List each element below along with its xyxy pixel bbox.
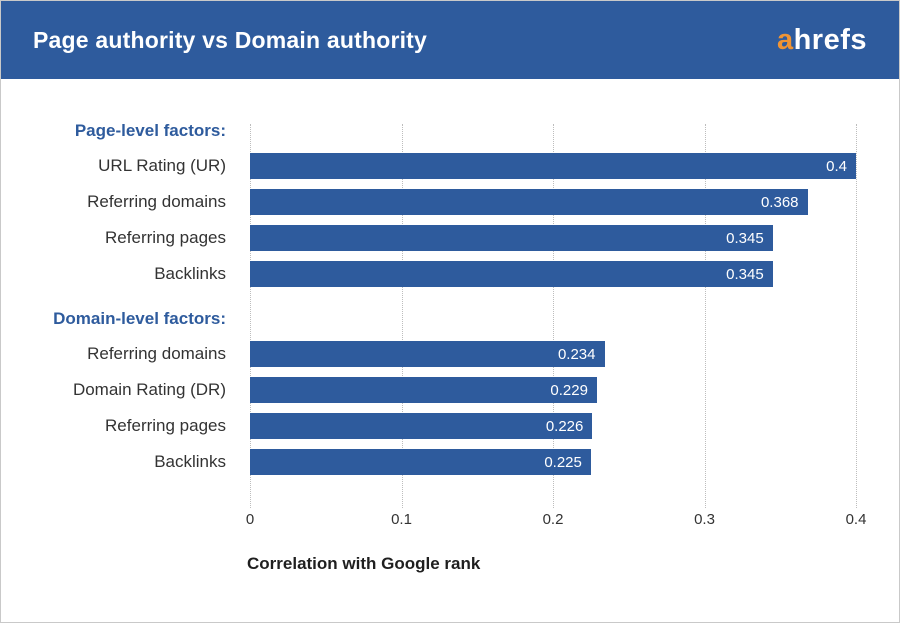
category-label: URL Rating (UR): [98, 156, 226, 175]
x-tick-label: 0.4: [845, 511, 867, 528]
x-tick-label: 0: [245, 511, 255, 528]
bar-track: 0.234: [250, 341, 856, 367]
bar-value-label: 0.345: [726, 265, 764, 283]
bar-track: 0.225: [250, 449, 856, 475]
x-tick-label: 0.3: [694, 511, 715, 528]
bar-row: Referring domains 0.234: [1, 341, 856, 367]
bar: 0.345: [250, 225, 773, 251]
category-label: Referring pages: [105, 416, 226, 435]
bar-row: Referring pages 0.345: [1, 225, 856, 251]
bar: 0.234: [250, 341, 605, 367]
bar-value-label: 0.234: [557, 345, 596, 363]
category-label: Domain Rating (DR): [72, 380, 226, 399]
gridline: [856, 124, 857, 508]
chart-rows: Page-level factors: URL Rating (UR) 0.4 Ref…: [1, 120, 856, 485]
bar-track: 0.368: [250, 189, 856, 215]
page-title: Page authority vs Domain authority: [33, 26, 428, 53]
logo-rest: hrefs: [793, 23, 867, 56]
bar-track: 0.4: [250, 153, 856, 179]
bar: 0.226: [250, 413, 593, 439]
category-label: Referring pages: [105, 228, 226, 247]
bar-value-label: 0.345: [726, 229, 764, 247]
x-tick-label: 0.2: [542, 511, 564, 528]
bar: 0.368: [250, 189, 808, 215]
x-axis-title: Correlation with Google rank: [247, 554, 481, 573]
bar-value-label: 0.4: [826, 157, 847, 175]
bar-row: Domain Rating (DR) 0.229: [1, 377, 856, 403]
bar-value-label: 0.229: [550, 381, 588, 399]
bar-track: 0.229: [250, 377, 856, 403]
bar-value-label: 0.225: [544, 453, 582, 471]
bar-row: Backlinks 0.225: [1, 449, 856, 475]
category-label: Backlinks: [154, 264, 226, 283]
x-axis-ticks: 0 0.1 0.2 0.3 0.4: [246, 511, 867, 531]
bar-track: 0.345: [250, 261, 856, 287]
category-label: Referring domains: [87, 344, 226, 363]
category-label: Backlinks: [154, 452, 226, 471]
bar-track: 0.226: [250, 413, 856, 439]
bar-row: Referring pages 0.226: [1, 413, 856, 439]
ahrefs-logo: ahrefs: [777, 24, 867, 57]
bar-row: Referring domains 0.368: [1, 189, 856, 215]
bar: 0.225: [250, 449, 591, 475]
bar-value-label: 0.368: [760, 193, 799, 211]
header-bar: Page authority vs Domain authority ahref…: [1, 1, 899, 79]
bar: 0.229: [250, 377, 597, 403]
bar: 0.4: [250, 153, 856, 179]
group-heading: Domain-level factors:: [53, 309, 226, 328]
category-label: Referring domains: [87, 192, 226, 211]
bar: 0.345: [250, 261, 773, 287]
bar-track: 0.345: [250, 225, 856, 251]
bar-row: Backlinks 0.345: [1, 261, 856, 287]
group-heading: Page-level factors:: [74, 121, 226, 140]
logo-letter-a: a: [776, 23, 794, 56]
x-tick-label: 0.1: [391, 511, 412, 528]
bar-row: URL Rating (UR) 0.4: [1, 153, 856, 179]
bar-value-label: 0.226: [545, 417, 584, 435]
